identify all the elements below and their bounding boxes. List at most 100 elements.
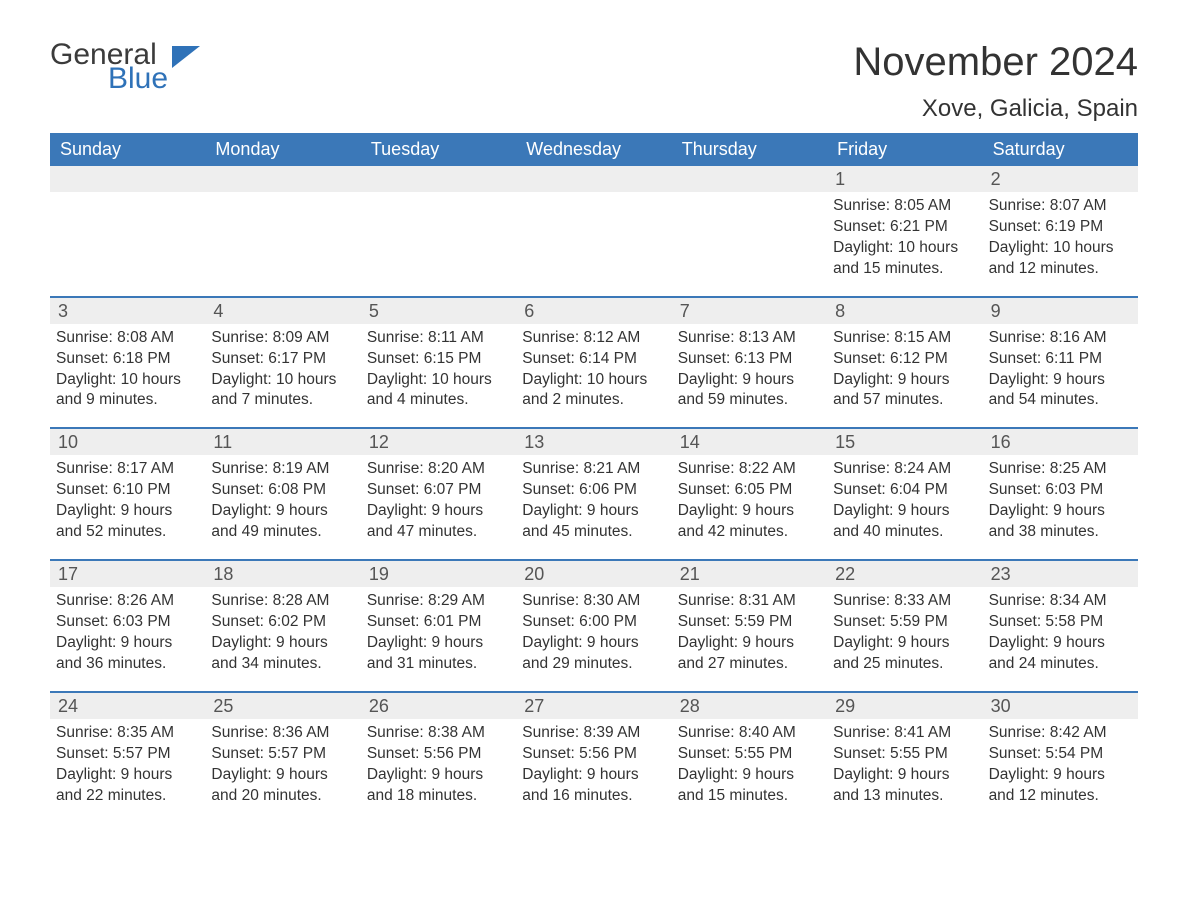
sunset-text: Sunset: 6:14 PM bbox=[522, 349, 665, 370]
day-number: 5 bbox=[361, 298, 516, 324]
logo-blue-text: Blue bbox=[108, 64, 168, 94]
month-title: November 2024 bbox=[853, 40, 1138, 85]
calendar-cell: 28Sunrise: 8:40 AMSunset: 5:55 PMDayligh… bbox=[672, 693, 827, 807]
sunset-text: Sunset: 5:55 PM bbox=[678, 744, 821, 765]
daylight-text-2: and 13 minutes. bbox=[833, 786, 976, 807]
sunset-text: Sunset: 6:08 PM bbox=[211, 480, 354, 501]
day-number: 30 bbox=[983, 693, 1138, 719]
calendar-cell: 9Sunrise: 8:16 AMSunset: 6:11 PMDaylight… bbox=[983, 298, 1138, 412]
sunrise-text: Sunrise: 8:19 AM bbox=[211, 459, 354, 480]
calendar-cell: 12Sunrise: 8:20 AMSunset: 6:07 PMDayligh… bbox=[361, 429, 516, 543]
daylight-text-1: Daylight: 9 hours bbox=[678, 370, 821, 391]
day-header-sunday: Sunday bbox=[50, 133, 205, 166]
daylight-text-1: Daylight: 9 hours bbox=[833, 501, 976, 522]
sunset-text: Sunset: 6:00 PM bbox=[522, 612, 665, 633]
sunrise-text: Sunrise: 8:28 AM bbox=[211, 591, 354, 612]
sunrise-text: Sunrise: 8:07 AM bbox=[989, 196, 1132, 217]
sunrise-text: Sunrise: 8:22 AM bbox=[678, 459, 821, 480]
calendar-cell: 26Sunrise: 8:38 AMSunset: 5:56 PMDayligh… bbox=[361, 693, 516, 807]
calendar-week: 1Sunrise: 8:05 AMSunset: 6:21 PMDaylight… bbox=[50, 166, 1138, 280]
sunset-text: Sunset: 6:02 PM bbox=[211, 612, 354, 633]
calendar-cell: 13Sunrise: 8:21 AMSunset: 6:06 PMDayligh… bbox=[516, 429, 671, 543]
daylight-text-2: and 16 minutes. bbox=[522, 786, 665, 807]
day-number: 19 bbox=[361, 561, 516, 587]
daylight-text-1: Daylight: 9 hours bbox=[211, 633, 354, 654]
daylight-text-2: and 25 minutes. bbox=[833, 654, 976, 675]
daylight-text-2: and 54 minutes. bbox=[989, 390, 1132, 411]
sunrise-text: Sunrise: 8:30 AM bbox=[522, 591, 665, 612]
sunrise-text: Sunrise: 8:15 AM bbox=[833, 328, 976, 349]
sunrise-text: Sunrise: 8:24 AM bbox=[833, 459, 976, 480]
daylight-text-1: Daylight: 9 hours bbox=[522, 501, 665, 522]
daylight-text-2: and 15 minutes. bbox=[678, 786, 821, 807]
day-number: 16 bbox=[983, 429, 1138, 455]
daylight-text-1: Daylight: 9 hours bbox=[211, 501, 354, 522]
calendar-week: 10Sunrise: 8:17 AMSunset: 6:10 PMDayligh… bbox=[50, 427, 1138, 543]
daylight-text-2: and 38 minutes. bbox=[989, 522, 1132, 543]
day-content: Sunrise: 8:42 AMSunset: 5:54 PMDaylight:… bbox=[983, 719, 1138, 807]
day-header-row: Sunday Monday Tuesday Wednesday Thursday… bbox=[50, 133, 1138, 166]
day-content: Sunrise: 8:41 AMSunset: 5:55 PMDaylight:… bbox=[827, 719, 982, 807]
day-content: Sunrise: 8:30 AMSunset: 6:00 PMDaylight:… bbox=[516, 587, 671, 675]
weeks-container: 1Sunrise: 8:05 AMSunset: 6:21 PMDaylight… bbox=[50, 166, 1138, 806]
daylight-text-1: Daylight: 9 hours bbox=[989, 501, 1132, 522]
day-content: Sunrise: 8:40 AMSunset: 5:55 PMDaylight:… bbox=[672, 719, 827, 807]
day-number: 26 bbox=[361, 693, 516, 719]
calendar-cell: 27Sunrise: 8:39 AMSunset: 5:56 PMDayligh… bbox=[516, 693, 671, 807]
day-content: Sunrise: 8:13 AMSunset: 6:13 PMDaylight:… bbox=[672, 324, 827, 412]
sunset-text: Sunset: 5:56 PM bbox=[367, 744, 510, 765]
calendar-cell: 20Sunrise: 8:30 AMSunset: 6:00 PMDayligh… bbox=[516, 561, 671, 675]
daylight-text-2: and 2 minutes. bbox=[522, 390, 665, 411]
calendar-cell: 10Sunrise: 8:17 AMSunset: 6:10 PMDayligh… bbox=[50, 429, 205, 543]
calendar-cell: 7Sunrise: 8:13 AMSunset: 6:13 PMDaylight… bbox=[672, 298, 827, 412]
day-content: Sunrise: 8:16 AMSunset: 6:11 PMDaylight:… bbox=[983, 324, 1138, 412]
day-number: 10 bbox=[50, 429, 205, 455]
day-number: 1 bbox=[827, 166, 982, 192]
daylight-text-1: Daylight: 9 hours bbox=[678, 633, 821, 654]
daylight-text-2: and 31 minutes. bbox=[367, 654, 510, 675]
day-header-thursday: Thursday bbox=[672, 133, 827, 166]
sunrise-text: Sunrise: 8:36 AM bbox=[211, 723, 354, 744]
day-content: Sunrise: 8:38 AMSunset: 5:56 PMDaylight:… bbox=[361, 719, 516, 807]
calendar-cell: 30Sunrise: 8:42 AMSunset: 5:54 PMDayligh… bbox=[983, 693, 1138, 807]
daylight-text-1: Daylight: 9 hours bbox=[833, 370, 976, 391]
day-content: Sunrise: 8:26 AMSunset: 6:03 PMDaylight:… bbox=[50, 587, 205, 675]
daylight-text-2: and 59 minutes. bbox=[678, 390, 821, 411]
sunrise-text: Sunrise: 8:38 AM bbox=[367, 723, 510, 744]
calendar-cell: 19Sunrise: 8:29 AMSunset: 6:01 PMDayligh… bbox=[361, 561, 516, 675]
calendar-cell: 23Sunrise: 8:34 AMSunset: 5:58 PMDayligh… bbox=[983, 561, 1138, 675]
calendar-cell: 2Sunrise: 8:07 AMSunset: 6:19 PMDaylight… bbox=[983, 166, 1138, 280]
daylight-text-1: Daylight: 9 hours bbox=[367, 765, 510, 786]
calendar-cell bbox=[361, 166, 516, 280]
day-content: Sunrise: 8:39 AMSunset: 5:56 PMDaylight:… bbox=[516, 719, 671, 807]
daylight-text-1: Daylight: 9 hours bbox=[678, 765, 821, 786]
day-content: Sunrise: 8:24 AMSunset: 6:04 PMDaylight:… bbox=[827, 455, 982, 543]
day-number: 27 bbox=[516, 693, 671, 719]
calendar-cell: 3Sunrise: 8:08 AMSunset: 6:18 PMDaylight… bbox=[50, 298, 205, 412]
day-number: 20 bbox=[516, 561, 671, 587]
sunrise-text: Sunrise: 8:17 AM bbox=[56, 459, 199, 480]
daylight-text-1: Daylight: 9 hours bbox=[56, 501, 199, 522]
daylight-text-1: Daylight: 9 hours bbox=[678, 501, 821, 522]
sunrise-text: Sunrise: 8:33 AM bbox=[833, 591, 976, 612]
day-content: Sunrise: 8:11 AMSunset: 6:15 PMDaylight:… bbox=[361, 324, 516, 412]
header-row: General Blue November 2024 Xove, Galicia… bbox=[50, 40, 1138, 123]
sunset-text: Sunset: 6:19 PM bbox=[989, 217, 1132, 238]
sunset-text: Sunset: 6:01 PM bbox=[367, 612, 510, 633]
sunrise-text: Sunrise: 8:11 AM bbox=[367, 328, 510, 349]
sunrise-text: Sunrise: 8:05 AM bbox=[833, 196, 976, 217]
calendar-cell bbox=[672, 166, 827, 280]
sunset-text: Sunset: 6:12 PM bbox=[833, 349, 976, 370]
day-number: 24 bbox=[50, 693, 205, 719]
daylight-text-2: and 20 minutes. bbox=[211, 786, 354, 807]
calendar-cell: 5Sunrise: 8:11 AMSunset: 6:15 PMDaylight… bbox=[361, 298, 516, 412]
day-content: Sunrise: 8:25 AMSunset: 6:03 PMDaylight:… bbox=[983, 455, 1138, 543]
day-content: Sunrise: 8:22 AMSunset: 6:05 PMDaylight:… bbox=[672, 455, 827, 543]
logo: General Blue bbox=[50, 40, 200, 94]
sunset-text: Sunset: 6:11 PM bbox=[989, 349, 1132, 370]
calendar-cell: 17Sunrise: 8:26 AMSunset: 6:03 PMDayligh… bbox=[50, 561, 205, 675]
day-number: 11 bbox=[205, 429, 360, 455]
day-content: Sunrise: 8:34 AMSunset: 5:58 PMDaylight:… bbox=[983, 587, 1138, 675]
calendar-cell: 16Sunrise: 8:25 AMSunset: 6:03 PMDayligh… bbox=[983, 429, 1138, 543]
day-content: Sunrise: 8:07 AMSunset: 6:19 PMDaylight:… bbox=[983, 192, 1138, 280]
